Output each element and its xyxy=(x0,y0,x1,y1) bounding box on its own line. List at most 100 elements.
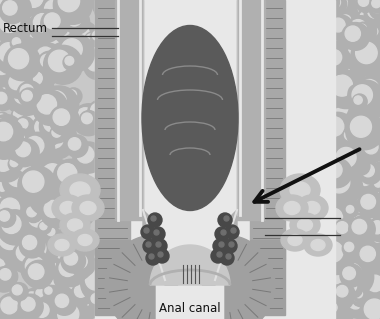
Circle shape xyxy=(57,0,78,17)
Circle shape xyxy=(0,215,27,249)
Circle shape xyxy=(44,200,61,218)
Circle shape xyxy=(332,78,349,95)
Circle shape xyxy=(87,34,95,42)
Circle shape xyxy=(370,27,378,35)
Circle shape xyxy=(4,44,41,81)
Circle shape xyxy=(77,34,98,55)
Circle shape xyxy=(8,157,23,171)
Circle shape xyxy=(355,211,378,234)
Circle shape xyxy=(59,188,69,198)
Circle shape xyxy=(358,144,374,160)
Circle shape xyxy=(338,12,357,32)
Circle shape xyxy=(81,265,118,302)
Circle shape xyxy=(356,42,377,63)
Circle shape xyxy=(0,119,12,137)
Circle shape xyxy=(82,191,97,205)
Circle shape xyxy=(21,297,35,311)
Circle shape xyxy=(353,156,361,164)
Circle shape xyxy=(149,254,154,259)
Circle shape xyxy=(13,139,39,165)
Circle shape xyxy=(328,97,357,126)
Circle shape xyxy=(106,2,124,19)
Circle shape xyxy=(76,154,111,189)
Circle shape xyxy=(363,72,372,81)
Circle shape xyxy=(251,0,278,20)
Circle shape xyxy=(329,73,338,83)
Circle shape xyxy=(3,129,36,161)
Circle shape xyxy=(13,240,44,271)
Circle shape xyxy=(360,231,372,243)
Circle shape xyxy=(325,33,342,51)
Circle shape xyxy=(2,160,41,199)
Circle shape xyxy=(337,92,354,108)
Circle shape xyxy=(336,48,368,80)
Circle shape xyxy=(43,305,61,319)
Circle shape xyxy=(349,213,371,235)
Circle shape xyxy=(347,40,354,47)
Circle shape xyxy=(68,34,84,50)
Circle shape xyxy=(354,210,378,233)
Circle shape xyxy=(73,25,89,41)
Circle shape xyxy=(31,124,41,134)
Circle shape xyxy=(328,36,345,52)
Circle shape xyxy=(52,244,73,265)
Circle shape xyxy=(19,0,55,19)
Circle shape xyxy=(0,183,19,218)
Circle shape xyxy=(328,271,359,302)
Circle shape xyxy=(337,246,347,256)
Circle shape xyxy=(330,176,344,190)
Circle shape xyxy=(91,267,98,275)
Circle shape xyxy=(370,208,377,216)
Circle shape xyxy=(40,274,58,292)
Circle shape xyxy=(349,111,380,148)
Circle shape xyxy=(327,16,342,31)
Circle shape xyxy=(345,134,358,147)
Circle shape xyxy=(331,85,350,103)
Circle shape xyxy=(330,127,356,152)
Circle shape xyxy=(340,264,363,287)
Circle shape xyxy=(84,53,110,79)
Circle shape xyxy=(328,303,337,312)
Circle shape xyxy=(19,173,50,204)
Circle shape xyxy=(373,216,380,225)
Circle shape xyxy=(350,190,365,204)
Circle shape xyxy=(350,116,371,137)
Circle shape xyxy=(0,43,19,63)
Circle shape xyxy=(50,126,67,143)
Circle shape xyxy=(16,244,34,261)
Circle shape xyxy=(217,252,222,257)
Circle shape xyxy=(18,119,28,129)
Circle shape xyxy=(322,259,358,295)
Circle shape xyxy=(10,189,23,202)
Circle shape xyxy=(48,38,66,55)
Circle shape xyxy=(89,291,107,310)
Circle shape xyxy=(0,228,21,249)
Circle shape xyxy=(342,159,349,166)
Circle shape xyxy=(48,238,62,252)
Circle shape xyxy=(43,270,55,282)
Circle shape xyxy=(321,247,342,268)
Ellipse shape xyxy=(60,174,100,206)
Circle shape xyxy=(344,36,380,74)
Circle shape xyxy=(179,0,207,24)
Circle shape xyxy=(0,227,6,246)
Circle shape xyxy=(358,86,376,105)
Circle shape xyxy=(151,227,165,241)
Circle shape xyxy=(371,190,378,197)
Circle shape xyxy=(31,300,58,319)
Circle shape xyxy=(322,286,359,319)
Circle shape xyxy=(60,16,88,43)
Circle shape xyxy=(324,167,363,205)
Circle shape xyxy=(326,248,350,271)
Circle shape xyxy=(73,142,104,173)
Circle shape xyxy=(350,19,367,36)
Circle shape xyxy=(0,133,9,150)
Circle shape xyxy=(55,256,86,286)
Circle shape xyxy=(324,117,344,136)
Circle shape xyxy=(1,297,17,314)
Circle shape xyxy=(366,145,380,170)
Circle shape xyxy=(153,239,167,253)
Circle shape xyxy=(0,269,11,280)
Circle shape xyxy=(3,1,17,15)
Circle shape xyxy=(27,108,43,123)
